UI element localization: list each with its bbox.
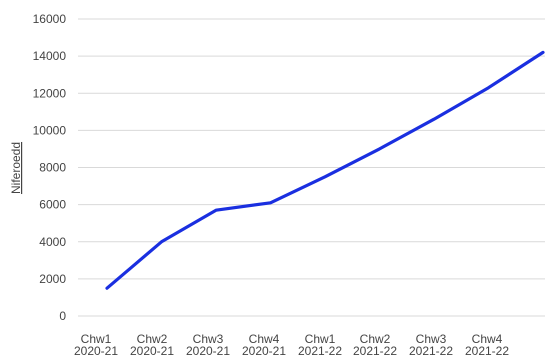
y-tick-label: 8000 — [39, 161, 66, 175]
series-line — [105, 50, 545, 290]
y-tick-label: 14000 — [33, 49, 67, 63]
x-tick-label: Chw2 2020-21 — [130, 332, 174, 356]
x-tick-label: Chw4 2021-22 — [465, 332, 509, 356]
y-tick-label: 6000 — [39, 198, 66, 212]
x-tick-label: Chw3 2021-22 — [409, 332, 453, 356]
x-tick-label: Chw4 2020-21 — [242, 332, 286, 356]
y-tick-label: 2000 — [39, 272, 66, 286]
y-tick-label: 12000 — [33, 86, 67, 100]
x-tick-label: Chw3 2020-21 — [186, 332, 230, 356]
x-tick-label: Chw1 2020-21 — [74, 332, 118, 356]
y-tick-label: 4000 — [39, 235, 66, 249]
y-tick-label: 16000 — [33, 12, 67, 26]
y-axis-tick-labels: 0 2000 4000 6000 8000 10000 12000 14000 16000 — [33, 12, 67, 323]
y-tick-label: 0 — [59, 309, 66, 323]
x-tick-label: Chw1 2021-22 — [298, 332, 342, 356]
x-axis-tick-labels: Chw1 2020-21 Chw2 2020-21 Chw3 2020-21 Chw4 202… — [74, 332, 509, 356]
y-tick-label: 10000 — [33, 123, 67, 137]
x-tick-label: Chw2 2021-22 — [353, 332, 397, 356]
y-axis-label: Niferoedd — [9, 142, 23, 194]
gridlines — [78, 18, 545, 317]
